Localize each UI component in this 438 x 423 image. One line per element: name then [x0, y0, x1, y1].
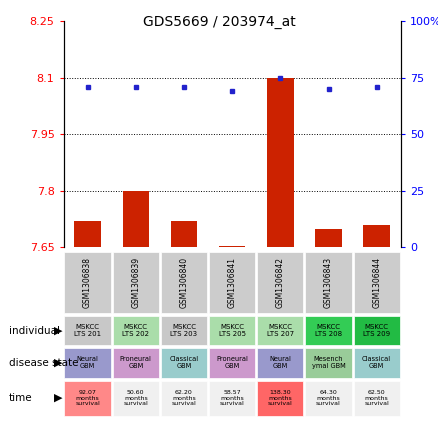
Text: MSKCC
LTS 208: MSKCC LTS 208: [315, 324, 342, 337]
Text: 50.60
months
survival: 50.60 months survival: [124, 390, 148, 407]
Bar: [353, 348, 400, 378]
Text: 58.57
months
survival: 58.57 months survival: [220, 390, 244, 407]
Text: MSKCC
LTS 203: MSKCC LTS 203: [170, 324, 198, 337]
Text: GSM1306843: GSM1306843: [324, 257, 333, 308]
Text: 62.20
months
survival: 62.20 months survival: [172, 390, 196, 407]
Text: Proneural
GBM: Proneural GBM: [216, 356, 248, 369]
Bar: [209, 348, 255, 378]
Bar: [161, 316, 207, 345]
Text: ▶: ▶: [53, 358, 62, 368]
Bar: [161, 348, 207, 378]
Bar: [353, 381, 400, 415]
Bar: [305, 348, 352, 378]
Bar: [364, 225, 390, 247]
Bar: [123, 191, 149, 247]
Text: ▶: ▶: [53, 393, 62, 403]
Text: 138.30
months
survival: 138.30 months survival: [268, 390, 293, 407]
Bar: [64, 252, 111, 313]
Text: 62.50
months
survival: 62.50 months survival: [364, 390, 389, 407]
Text: 92.07
months
survival: 92.07 months survival: [75, 390, 100, 407]
Bar: [113, 252, 159, 313]
Text: GSM1306840: GSM1306840: [180, 257, 188, 308]
Bar: [209, 381, 255, 415]
Text: GSM1306838: GSM1306838: [83, 257, 92, 308]
Bar: [353, 252, 400, 313]
Text: GSM1306844: GSM1306844: [372, 257, 381, 308]
Bar: [64, 316, 111, 345]
Text: MSKCC
LTS 202: MSKCC LTS 202: [122, 324, 149, 337]
Text: MSKCC
LTS 209: MSKCC LTS 209: [363, 324, 390, 337]
Text: GSM1306841: GSM1306841: [228, 257, 237, 308]
Text: Classical
GBM: Classical GBM: [362, 356, 391, 369]
Bar: [353, 316, 400, 345]
Bar: [305, 252, 352, 313]
Bar: [305, 316, 352, 345]
Bar: [209, 252, 255, 313]
Text: Mesench
ymal GBM: Mesench ymal GBM: [311, 356, 346, 369]
Text: ▶: ▶: [53, 326, 62, 336]
Bar: [74, 221, 101, 247]
Bar: [305, 381, 352, 415]
Bar: [64, 348, 111, 378]
Bar: [209, 316, 255, 345]
Bar: [219, 246, 245, 247]
Bar: [267, 78, 293, 247]
Bar: [257, 316, 304, 345]
Bar: [113, 381, 159, 415]
Text: GDS5669 / 203974_at: GDS5669 / 203974_at: [143, 15, 295, 29]
Bar: [257, 381, 304, 415]
Text: Proneural
GBM: Proneural GBM: [120, 356, 152, 369]
Text: Classical
GBM: Classical GBM: [170, 356, 198, 369]
Bar: [113, 316, 159, 345]
Text: Neural
GBM: Neural GBM: [269, 356, 291, 369]
Bar: [315, 228, 342, 247]
Bar: [161, 381, 207, 415]
Bar: [161, 252, 207, 313]
Bar: [257, 252, 304, 313]
Text: disease state: disease state: [9, 358, 78, 368]
Text: 64.30
months
survival: 64.30 months survival: [316, 390, 341, 407]
Bar: [113, 348, 159, 378]
Bar: [257, 348, 304, 378]
Text: GSM1306842: GSM1306842: [276, 257, 285, 308]
Text: time: time: [9, 393, 32, 403]
Text: GSM1306839: GSM1306839: [131, 257, 140, 308]
Text: individual: individual: [9, 326, 60, 336]
Text: MSKCC
LTS 205: MSKCC LTS 205: [219, 324, 246, 337]
Text: Neural
GBM: Neural GBM: [77, 356, 99, 369]
Text: MSKCC
LTS 207: MSKCC LTS 207: [267, 324, 294, 337]
Bar: [64, 381, 111, 415]
Bar: [171, 221, 197, 247]
Text: MSKCC
LTS 201: MSKCC LTS 201: [74, 324, 101, 337]
